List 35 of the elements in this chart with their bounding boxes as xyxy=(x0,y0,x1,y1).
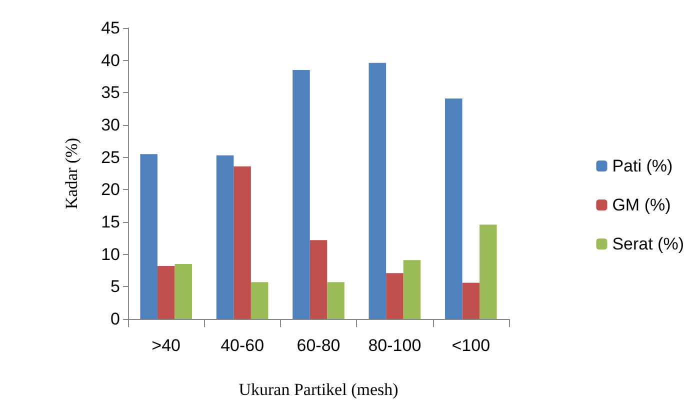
bar xyxy=(292,70,310,319)
y-tick-label: 5 xyxy=(110,277,120,296)
x-tick-label: 60-80 xyxy=(296,336,340,355)
bar xyxy=(234,166,251,319)
y-tick-label: 0 xyxy=(110,310,120,328)
y-tick-label: 40 xyxy=(101,50,120,70)
y-tick-label: 15 xyxy=(101,212,120,232)
y-tick-label: 10 xyxy=(101,244,120,264)
bar xyxy=(444,98,462,319)
y-axis-title: Kadar (%) xyxy=(62,138,81,210)
x-tick-label: 40-60 xyxy=(220,336,264,355)
bar xyxy=(310,240,328,319)
bar xyxy=(403,260,421,319)
bar xyxy=(327,282,344,319)
legend-label: Serat (%) xyxy=(612,234,684,254)
legend-label: GM (%) xyxy=(612,196,671,214)
x-tick-label: 80-100 xyxy=(368,336,422,355)
bar xyxy=(368,62,386,319)
bar xyxy=(140,154,158,319)
y-tick-label: 25 xyxy=(101,148,120,167)
y-tick-label: 30 xyxy=(101,116,120,134)
bar xyxy=(157,266,175,319)
x-axis-title: Ukuran Partikel (mesh) xyxy=(238,380,398,399)
bar xyxy=(480,224,497,319)
y-tick-label: 35 xyxy=(101,83,120,102)
bar xyxy=(386,273,404,319)
x-tick-label: >40 xyxy=(152,336,181,355)
bar xyxy=(250,282,268,319)
bar xyxy=(216,155,234,319)
y-tick-label: 45 xyxy=(101,18,120,38)
bar xyxy=(174,264,192,319)
bar xyxy=(462,282,480,319)
legend-label: Pati (%) xyxy=(612,156,673,176)
y-tick-label: 20 xyxy=(101,180,120,200)
x-tick-label: <100 xyxy=(452,336,490,355)
